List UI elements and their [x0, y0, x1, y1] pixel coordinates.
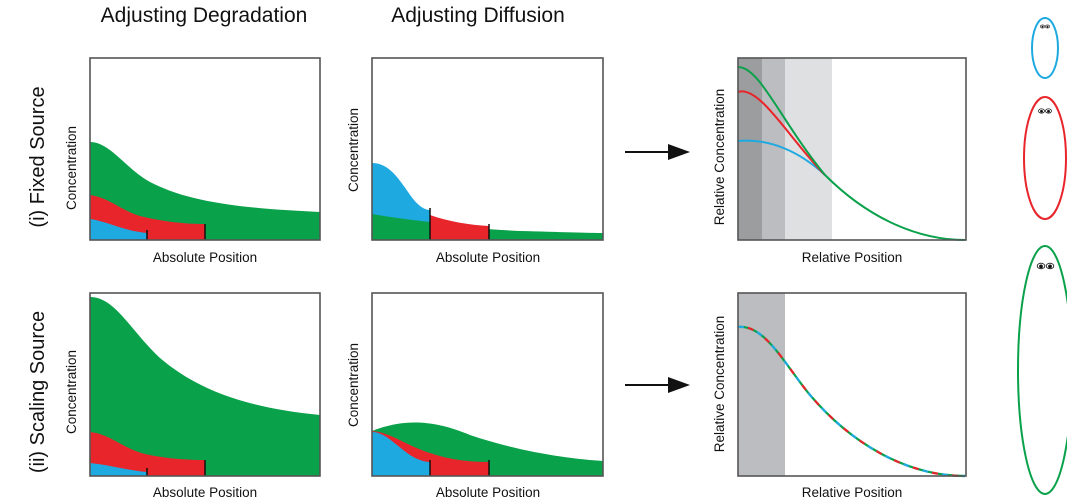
y-axis-label: Concentration — [346, 108, 361, 192]
panel-fixed-diffusion: Concentration Absolute Position — [346, 57, 604, 265]
red-profile-area — [90, 432, 205, 476]
green-profile-area — [90, 297, 320, 476]
embryo-small-blue — [1031, 17, 1059, 79]
y-axis-label: Concentration — [64, 350, 79, 434]
title-adjusting-diffusion: Adjusting Diffusion — [391, 4, 565, 27]
plot-frame — [371, 292, 604, 477]
x-axis-label: Absolute Position — [153, 250, 257, 265]
green-curve — [737, 66, 966, 241]
x-axis-label: Absolute Position — [436, 250, 540, 265]
title-adjusting-degradation: Adjusting Degradation — [101, 4, 308, 27]
plot-frame — [89, 292, 321, 477]
eyes-icon — [1038, 108, 1052, 114]
y-axis-label: Relative Concentration — [712, 89, 727, 226]
panel-scaling-degradation: Concentration Absolute Position — [64, 292, 321, 500]
plot-frame — [371, 57, 604, 241]
panel-fixed-relative: Relative Concentration Relative Position — [712, 57, 967, 265]
red-curve — [737, 90, 826, 176]
row-label-scaling-source: (ii) Scaling Source — [27, 311, 49, 473]
x-axis-label: Relative Position — [802, 250, 903, 265]
plot-frame — [89, 57, 321, 241]
embryo-large-green — [1017, 245, 1067, 495]
green-overlay-area — [372, 214, 430, 240]
plot-frame — [737, 292, 967, 477]
x-axis-label: Absolute Position — [153, 485, 257, 500]
row-label-fixed-source: (i) Fixed Source — [27, 86, 49, 227]
blue-profile-area — [90, 219, 147, 240]
shade-band-dark — [738, 58, 762, 240]
eyes-icon — [1036, 262, 1055, 270]
x-axis-label: Relative Position — [802, 485, 903, 500]
plot-frame — [737, 57, 967, 241]
y-axis-label: Relative Concentration — [712, 316, 727, 453]
panel-fixed-degradation: Concentration Absolute Position — [64, 57, 321, 265]
arrow-right-icon — [625, 144, 690, 160]
shade-band — [738, 293, 785, 476]
embryo-medium-red — [1023, 96, 1067, 220]
green-profile-area — [90, 142, 320, 240]
red-curve-dashed — [737, 325, 966, 478]
eyes-icon — [1040, 24, 1051, 29]
y-axis-label: Concentration — [64, 126, 79, 210]
arrow-right-icon — [625, 377, 690, 393]
panel-scaling-relative: Relative Concentration Relative Position — [712, 292, 967, 500]
blue-profile-area — [90, 463, 147, 476]
panel-scaling-diffusion: Concentration Absolute Position — [346, 292, 604, 500]
blue-profile-area — [372, 432, 430, 476]
x-axis-label: Absolute Position — [436, 485, 540, 500]
y-axis-label: Concentration — [346, 343, 361, 427]
